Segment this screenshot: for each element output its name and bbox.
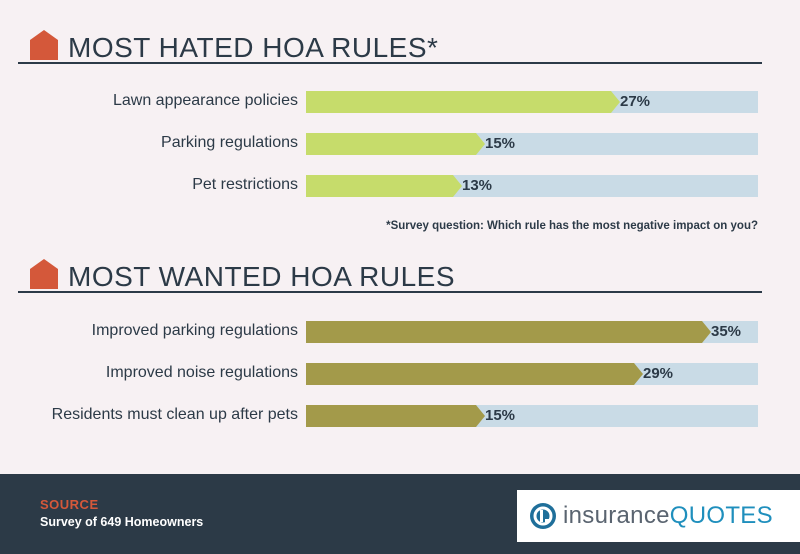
bar-row: Residents must clean up after pets 15%: [0, 405, 800, 427]
hated-section-title: MOST HATED HOA RULES*: [68, 32, 439, 63]
source-label: SOURCE: [40, 497, 99, 512]
bar-value-label: 27%: [620, 93, 651, 110]
bar-arrow-tip: [611, 91, 620, 113]
bar-track: 35%: [306, 321, 758, 343]
bar-category-label: Residents must clean up after pets: [51, 406, 298, 423]
bar-arrow-tip: [634, 363, 643, 385]
wanted-section-header: MOST WANTED HOA RULES: [30, 259, 762, 292]
bar-arrow-tip: [476, 405, 485, 427]
source-text: Survey of 649 Homeowners: [40, 515, 204, 529]
bar-value-label: 15%: [485, 135, 516, 152]
bar-category-label: Pet restrictions: [192, 176, 298, 193]
bar-row: Lawn appearance policies 27%: [0, 91, 800, 113]
bar-arrow-tip: [702, 321, 711, 343]
bar-track: 29%: [306, 363, 758, 385]
brand-wordmark-part1: insurance: [563, 502, 670, 529]
bar-row: Parking regulations 15%: [0, 133, 800, 155]
wanted-section-title: MOST WANTED HOA RULES: [68, 261, 455, 292]
wanted-section-divider: [18, 291, 762, 293]
bar-category-label: Parking regulations: [161, 134, 298, 151]
bar: [306, 133, 476, 155]
bar-row: Pet restrictions 13%: [0, 175, 800, 197]
bar-category-label: Improved noise regulations: [105, 364, 298, 381]
bar: [306, 405, 476, 427]
bar: [306, 321, 702, 343]
bar-track: 13%: [306, 175, 758, 197]
brand-wordmark-part2: QUOTES: [669, 502, 773, 529]
bar-value-label: 13%: [462, 177, 493, 194]
bar-arrow-tip: [453, 175, 462, 197]
hated-section-divider: [18, 62, 762, 64]
bar: [306, 363, 634, 385]
bar-row: Improved parking regulations 35%: [0, 321, 800, 343]
bar: [306, 91, 611, 113]
bar-track: 27%: [306, 91, 758, 113]
house-icon: [30, 30, 58, 60]
survey-footnote: *Survey question: Which rule has the mos…: [386, 220, 758, 232]
brand-logo: insuranceQUOTES: [517, 490, 800, 542]
bar-track: 15%: [306, 405, 758, 427]
bar-category-label: Improved parking regulations: [91, 322, 298, 339]
bar-row: Improved noise regulations 29%: [0, 363, 800, 385]
bar-arrow-tip: [476, 133, 485, 155]
hated-section-header: MOST HATED HOA RULES*: [30, 30, 762, 63]
footer: SOURCE Survey of 649 Homeowners insuranc…: [0, 474, 800, 554]
bar: [306, 175, 453, 197]
insurancequotes-logo-icon: [530, 503, 556, 529]
bar-value-label: 35%: [711, 323, 742, 340]
bar-track: 15%: [306, 133, 758, 155]
house-icon: [30, 259, 58, 289]
bar-category-label: Lawn appearance policies: [112, 92, 298, 109]
brand-wordmark: insuranceQUOTES: [563, 502, 773, 530]
bar-value-label: 29%: [643, 365, 674, 382]
bar-value-label: 15%: [485, 407, 516, 424]
